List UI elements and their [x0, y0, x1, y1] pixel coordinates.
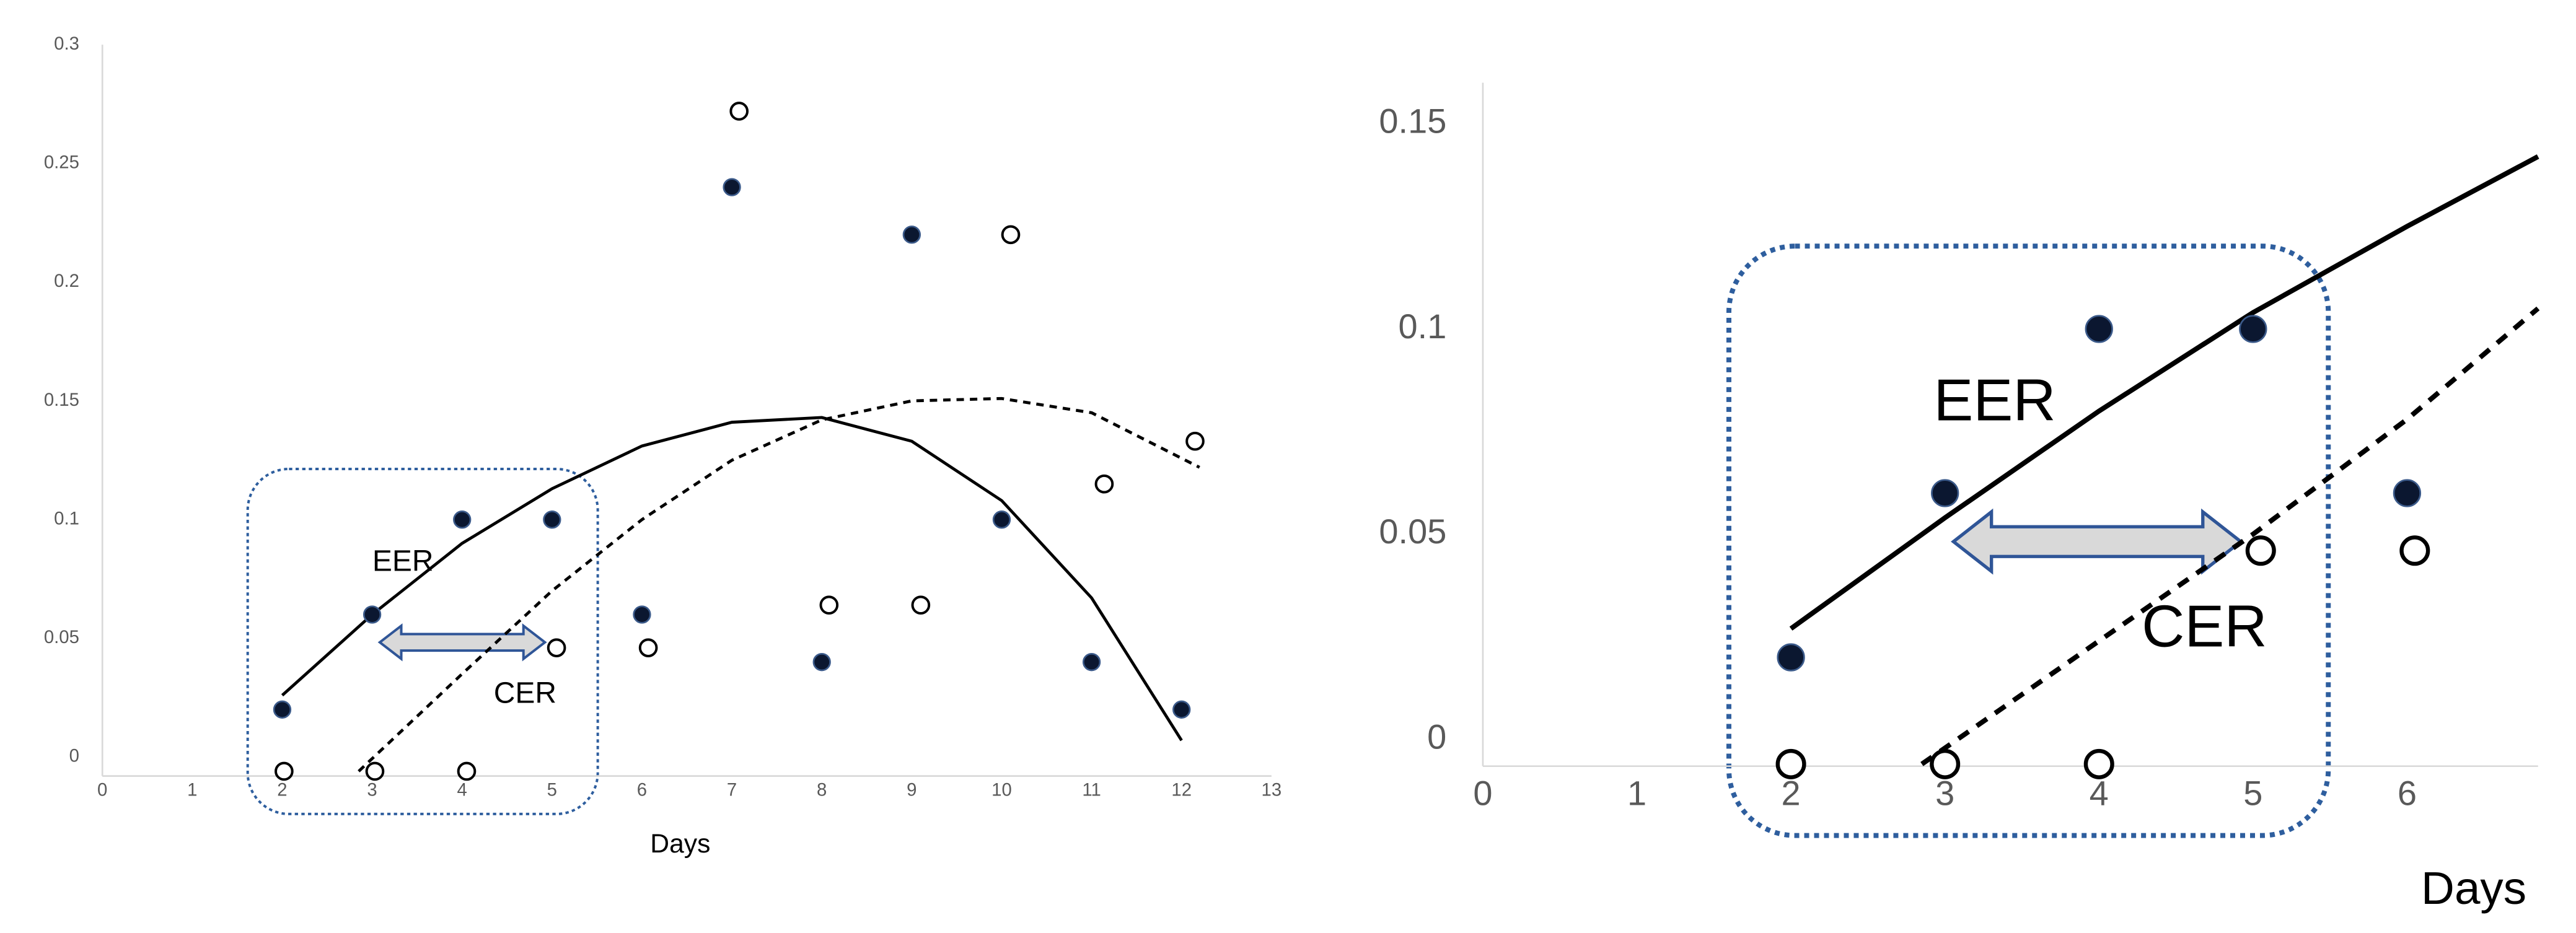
open-point: [1001, 225, 1021, 245]
annotation: EER: [372, 545, 434, 578]
filled-point: [543, 510, 561, 529]
shift-arrow: [377, 623, 547, 662]
open-point: [1185, 431, 1205, 451]
x-tick-label: 8: [817, 779, 827, 800]
open-point: [2083, 748, 2114, 779]
filled-point: [992, 510, 1011, 529]
y-tick-label: 0.25: [44, 152, 79, 173]
filled-point: [902, 226, 921, 244]
open-point: [2399, 535, 2430, 566]
x-tick-label: 7: [727, 779, 737, 800]
trend-line: [358, 396, 1200, 773]
x-axis-title: Days: [650, 829, 710, 859]
x-tick-label: 3: [1935, 773, 1954, 812]
x-tick-label: 6: [2398, 773, 2417, 812]
y-tick-label: 0.1: [54, 508, 79, 528]
filled-point: [812, 653, 831, 672]
filled-point: [2393, 479, 2422, 507]
open-point: [1775, 748, 1806, 779]
filled-point: [273, 700, 292, 719]
x-tick-label: 3: [367, 779, 377, 800]
shift-arrow: [1951, 508, 2244, 575]
x-tick-label: 13: [1262, 779, 1282, 800]
x-axis-title: Days: [2421, 862, 2526, 914]
x-tick-label: 1: [1627, 773, 1646, 812]
open-point: [547, 638, 566, 657]
filled-point: [2085, 315, 2113, 343]
annotation: CER: [2142, 593, 2267, 659]
filled-point: [1931, 479, 1959, 507]
x-tick-label: 5: [2243, 773, 2262, 812]
open-point: [457, 761, 477, 781]
x-tick-label: 2: [1782, 773, 1801, 812]
annotation: CER: [494, 677, 556, 710]
x-tick-label: 11: [1082, 779, 1101, 800]
open-point: [275, 761, 294, 781]
open-point: [911, 595, 931, 615]
open-point: [729, 102, 749, 121]
filled-point: [363, 605, 382, 624]
highlight-box: [246, 467, 599, 815]
y-tick-label: 0.15: [1379, 101, 1446, 140]
x-tick-label: 4: [2090, 773, 2109, 812]
y-tick-label: 0.1: [1399, 307, 1447, 346]
x-tick-label: 4: [457, 779, 467, 800]
x-tick-label: 2: [277, 779, 287, 800]
open-point: [819, 595, 839, 615]
filled-point: [633, 605, 651, 624]
filled-point: [2239, 315, 2267, 343]
x-tick-label: 6: [637, 779, 647, 800]
open-point: [2245, 535, 2276, 566]
filled-point: [1082, 653, 1101, 672]
filled-point: [723, 178, 741, 196]
y-tick-label: 0.15: [44, 390, 79, 410]
x-tick-label: 0: [1473, 773, 1492, 812]
x-tick-label: 5: [547, 779, 557, 800]
trend-line: [281, 416, 1183, 742]
x-tick-label: 10: [991, 779, 1012, 800]
filled-point: [1777, 643, 1805, 672]
open-point: [638, 638, 658, 657]
open-point: [1094, 474, 1114, 494]
trend-line: [1789, 154, 2539, 631]
y-tick-label: 0.2: [54, 271, 79, 291]
trend-line: [1920, 306, 2540, 766]
annotation: EER: [1933, 367, 2055, 433]
x-tick-label: 12: [1171, 779, 1192, 800]
open-point: [1930, 748, 1961, 779]
filled-point: [1172, 700, 1191, 719]
y-tick-label: 0.05: [1379, 512, 1446, 551]
filled-point: [453, 510, 472, 529]
y-tick-label: 0: [1427, 717, 1446, 756]
x-tick-label: 1: [187, 779, 197, 800]
x-tick-label: 9: [907, 779, 917, 800]
y-tick-label: 0.05: [44, 627, 79, 647]
open-point: [365, 761, 385, 781]
x-tick-label: 0: [97, 779, 107, 800]
y-tick-label: 0: [69, 746, 79, 766]
y-tick-label: 0.3: [54, 33, 79, 54]
